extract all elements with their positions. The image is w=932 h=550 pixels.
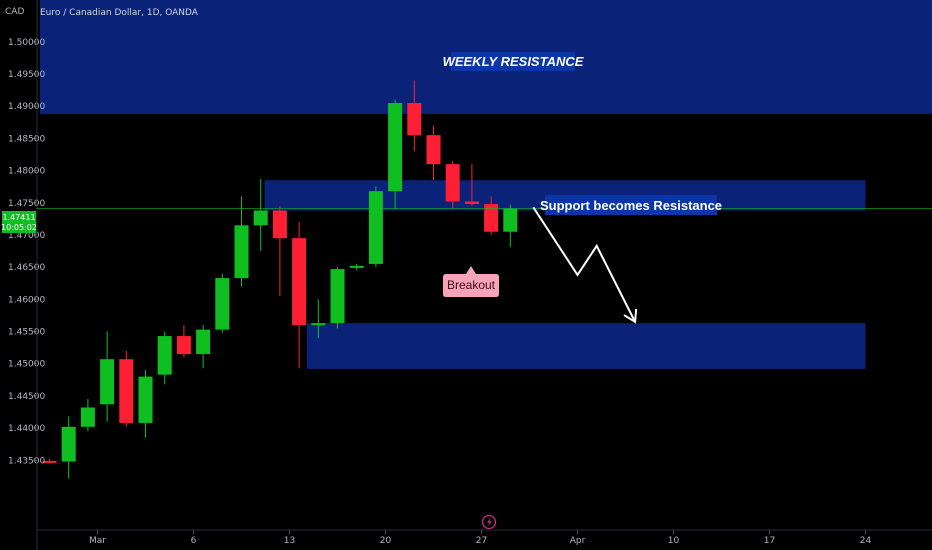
- candle: [292, 222, 307, 369]
- y-tick-label: 1.43500: [8, 456, 45, 466]
- y-tick-label: 1.46500: [8, 263, 45, 273]
- symbol-title: Euro / Canadian Dollar, 1D, OANDA: [40, 8, 199, 18]
- y-tick-label: 1.45000: [8, 360, 45, 370]
- candle: [388, 99, 403, 210]
- candle: [100, 331, 115, 422]
- candle: [138, 370, 153, 438]
- projection-arrow-head: [623, 308, 638, 324]
- candle-body: [100, 359, 115, 405]
- candle: [253, 178, 268, 252]
- candle: [80, 399, 95, 432]
- candle-body: [119, 359, 134, 423]
- candle-body: [503, 208, 518, 232]
- time-axis[interactable]: Mar6132027Apr101724May: [37, 529, 932, 546]
- candle-body: [311, 323, 326, 326]
- candle-body: [196, 329, 211, 355]
- candle: [330, 267, 345, 329]
- x-tick-label: 27: [476, 536, 487, 546]
- support-resistance-label: Support becomes Resistance: [540, 195, 722, 215]
- candle-body: [234, 225, 249, 279]
- candle-body: [80, 407, 95, 427]
- y-tick-label: 1.47500: [8, 199, 45, 209]
- x-tick-label: 6: [191, 536, 197, 546]
- breakout-text: Breakout: [447, 278, 496, 292]
- y-tick-label: 1.46000: [8, 295, 45, 305]
- candle: [464, 164, 479, 206]
- x-tick-label: Apr: [570, 536, 586, 546]
- candle: [503, 204, 518, 248]
- candle-body: [445, 164, 460, 202]
- candle: [445, 160, 460, 210]
- candle-body: [426, 135, 441, 165]
- x-tick-label: 24: [860, 536, 872, 546]
- current-price-text: 1.47411: [2, 213, 35, 222]
- candle: [407, 80, 422, 152]
- candle-body: [292, 238, 307, 326]
- candle: [157, 331, 172, 385]
- candle-body: [176, 336, 191, 355]
- countdown-text: 10:05:02: [1, 223, 37, 232]
- y-tick-label: 1.47000: [8, 231, 45, 241]
- candle-body: [484, 204, 499, 232]
- candle: [484, 196, 499, 235]
- support-resistance-text: Support becomes Resistance: [540, 198, 722, 213]
- candle-body: [157, 336, 172, 375]
- x-tick-label: 17: [764, 536, 775, 546]
- candle: [61, 416, 76, 479]
- y-tick-label: 1.48000: [8, 167, 45, 177]
- projection-arrow-path: [532, 206, 636, 323]
- x-tick-label: 10: [668, 536, 680, 546]
- candle: [215, 273, 230, 333]
- breakout-callout: Breakout: [443, 266, 499, 297]
- y-tick-label: 1.44000: [8, 424, 45, 434]
- candle: [272, 206, 287, 297]
- x-tick-label: 20: [380, 536, 392, 546]
- zone-lower-support: [306, 323, 866, 369]
- price-badge: 1.47411 10:05:02: [1, 211, 37, 233]
- candle-body: [368, 191, 383, 264]
- candle-body: [330, 269, 345, 324]
- y-tick-label: 1.49500: [8, 70, 45, 80]
- candle: [311, 299, 326, 338]
- candle: [368, 186, 383, 268]
- y-tick-label: 1.44500: [8, 392, 45, 402]
- candle-body: [407, 103, 422, 136]
- candle: [349, 263, 364, 271]
- y-tick-label: 1.50000: [8, 38, 45, 48]
- weekly-resistance-text: WEEKLY RESISTANCE: [443, 54, 584, 69]
- candle-body: [464, 201, 479, 205]
- candle-body: [61, 426, 76, 462]
- candle-body: [253, 210, 268, 226]
- candle: [196, 325, 211, 369]
- currency-label: CAD: [5, 7, 24, 17]
- candle: [42, 458, 57, 463]
- weekly-resistance-label: WEEKLY RESISTANCE: [443, 52, 584, 71]
- x-tick-label: 13: [284, 536, 295, 546]
- candle: [426, 125, 441, 181]
- candle-body: [272, 210, 287, 239]
- candle-body: [388, 103, 403, 192]
- y-tick-label: 1.48500: [8, 134, 45, 144]
- price-axis[interactable]: 1.43500 1.44000 1.44500 1.45000 1.45500 1.460…: [8, 0, 45, 550]
- candle-body: [215, 278, 230, 330]
- y-tick-label: 1.49000: [8, 102, 45, 112]
- y-tick-label: 1.45500: [8, 328, 45, 338]
- candle: [234, 196, 249, 287]
- flash-icon[interactable]: [481, 514, 497, 530]
- x-tick-label: Mar: [89, 536, 106, 546]
- candle: [176, 325, 191, 358]
- candle-body: [138, 376, 153, 423]
- overlay-layer: [36, 206, 932, 324]
- candle: [119, 350, 134, 427]
- candle-body: [42, 460, 57, 463]
- candle-body: [349, 265, 364, 268]
- candles-layer: [42, 80, 518, 479]
